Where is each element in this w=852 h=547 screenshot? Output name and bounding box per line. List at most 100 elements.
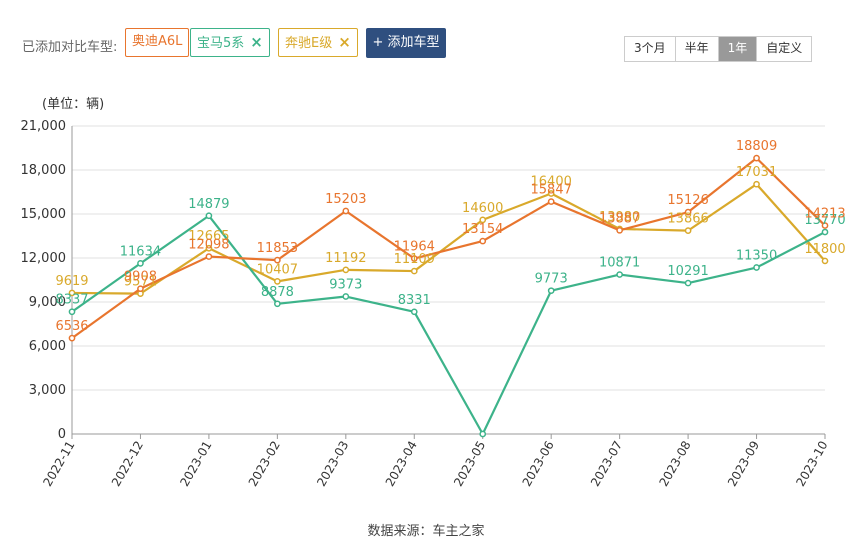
- tag-label: 奥迪A6L: [132, 34, 183, 49]
- y-tick-label: 3,000: [29, 383, 66, 398]
- data-point: [547, 190, 555, 197]
- x-tick-label: 2023-08: [656, 439, 693, 489]
- x-tick-label: 2023-05: [451, 439, 488, 489]
- add-model-button[interactable]: + 添加车型: [366, 28, 446, 58]
- data-point: [821, 257, 829, 265]
- data-label: 13866: [667, 212, 708, 227]
- data-label: 9373: [329, 278, 362, 293]
- data-label: 14600: [462, 201, 503, 216]
- data-point: [410, 267, 418, 275]
- data-label: 12665: [188, 229, 229, 244]
- tag-audi-a6l[interactable]: 奥迪A6L: [125, 28, 190, 57]
- data-label: 6536: [55, 319, 88, 334]
- x-tick-label: 2023-01: [177, 439, 214, 489]
- data-source: 数据来源：车主之家: [367, 524, 485, 539]
- data-point: [479, 430, 487, 438]
- data-label: 8878: [261, 285, 294, 300]
- data-label: 11853: [257, 241, 298, 256]
- tag-bmw-5[interactable]: 宝马5系 ×: [190, 28, 270, 57]
- data-label: 15847: [531, 183, 572, 198]
- data-point: [274, 256, 281, 264]
- close-icon[interactable]: ×: [250, 33, 263, 51]
- data-point: [137, 285, 144, 293]
- compare-toolbar: 已添加对比车型: 奥迪A6L 宝马5系 × 奔驰E级 × + 添加车型 3个月 半年…: [0, 0, 852, 62]
- data-point: [68, 289, 76, 297]
- data-point: [342, 266, 350, 274]
- data-point: [137, 260, 144, 267]
- range-custom[interactable]: 自定义: [757, 37, 812, 61]
- data-point: [616, 226, 623, 234]
- y-tick-label: 15,000: [21, 207, 67, 222]
- x-tick-label: 2023-09: [725, 439, 762, 489]
- data-point: [821, 228, 829, 236]
- data-label: 8337: [55, 293, 88, 308]
- range-1-year[interactable]: 1年: [718, 37, 758, 61]
- data-label: 11192: [325, 251, 366, 266]
- tag-label: 宝马5系: [197, 36, 245, 51]
- data-label: 17031: [736, 165, 777, 180]
- x-tick-label: 2023-07: [588, 439, 625, 489]
- data-label: 8331: [398, 293, 431, 308]
- data-label: 14213: [804, 207, 845, 222]
- x-tick-label: 2023-02: [246, 439, 283, 489]
- data-point: [684, 227, 692, 234]
- data-point: [616, 271, 623, 278]
- data-point: [684, 208, 692, 216]
- data-point: [205, 244, 213, 252]
- tag-label: 奔驰E级: [285, 36, 333, 51]
- data-point: [68, 334, 76, 342]
- data-label: 11964: [394, 240, 435, 255]
- series-line: [71, 157, 826, 340]
- data-label: 12098: [188, 238, 229, 253]
- data-label: 10291: [667, 264, 708, 279]
- data-label: 9619: [55, 274, 88, 289]
- data-label: 11634: [120, 244, 161, 259]
- y-tick-label: 0: [58, 427, 66, 442]
- data-point: [753, 180, 760, 188]
- series-line: [71, 214, 826, 436]
- x-tick-label: 2023-03: [314, 439, 351, 489]
- data-label: 18809: [736, 139, 777, 154]
- data-label: 15126: [667, 193, 708, 208]
- compare-label: 已添加对比车型:: [22, 40, 118, 55]
- x-tick-label: 2023-10: [793, 439, 830, 489]
- data-label: 10407: [257, 262, 298, 277]
- data-label: 13770: [804, 213, 845, 228]
- unit-label: (单位：辆): [42, 97, 104, 112]
- data-point: [205, 253, 213, 260]
- y-tick-label: 6,000: [29, 339, 66, 354]
- range-3-months[interactable]: 3个月: [625, 37, 676, 61]
- y-tick-label: 18,000: [21, 163, 67, 178]
- y-tick-label: 9,000: [29, 295, 66, 310]
- data-point: [479, 237, 487, 245]
- x-tick-label: 2022-12: [109, 439, 146, 489]
- data-point: [479, 216, 487, 224]
- tag-benz-e[interactable]: 奔驰E级 ×: [278, 28, 358, 57]
- data-label: 9773: [535, 272, 568, 287]
- y-tick-label: 12,000: [21, 251, 67, 266]
- data-point: [753, 264, 760, 271]
- data-label: 11109: [394, 252, 435, 267]
- data-point: [410, 255, 418, 262]
- range-half-year[interactable]: 半年: [675, 37, 719, 61]
- data-point: [342, 207, 350, 215]
- data-point: [342, 293, 350, 300]
- data-label: 13154: [462, 222, 503, 237]
- data-label: 15203: [325, 192, 366, 207]
- data-label: 14879: [188, 197, 229, 212]
- data-point: [547, 287, 555, 295]
- data-point: [410, 308, 418, 316]
- data-label: 13980: [599, 210, 640, 225]
- data-label: 16400: [531, 174, 572, 189]
- x-tick-label: 2023-04: [383, 439, 420, 489]
- data-point: [684, 279, 692, 287]
- series-line: [71, 183, 826, 295]
- data-label: 9571: [124, 275, 157, 290]
- close-icon[interactable]: ×: [338, 33, 351, 51]
- x-tick-label: 2022-11: [40, 439, 77, 489]
- data-point: [274, 278, 281, 285]
- data-point: [205, 212, 213, 220]
- data-label: 11800: [804, 242, 845, 257]
- data-label: 11350: [736, 249, 777, 264]
- data-point: [68, 308, 76, 316]
